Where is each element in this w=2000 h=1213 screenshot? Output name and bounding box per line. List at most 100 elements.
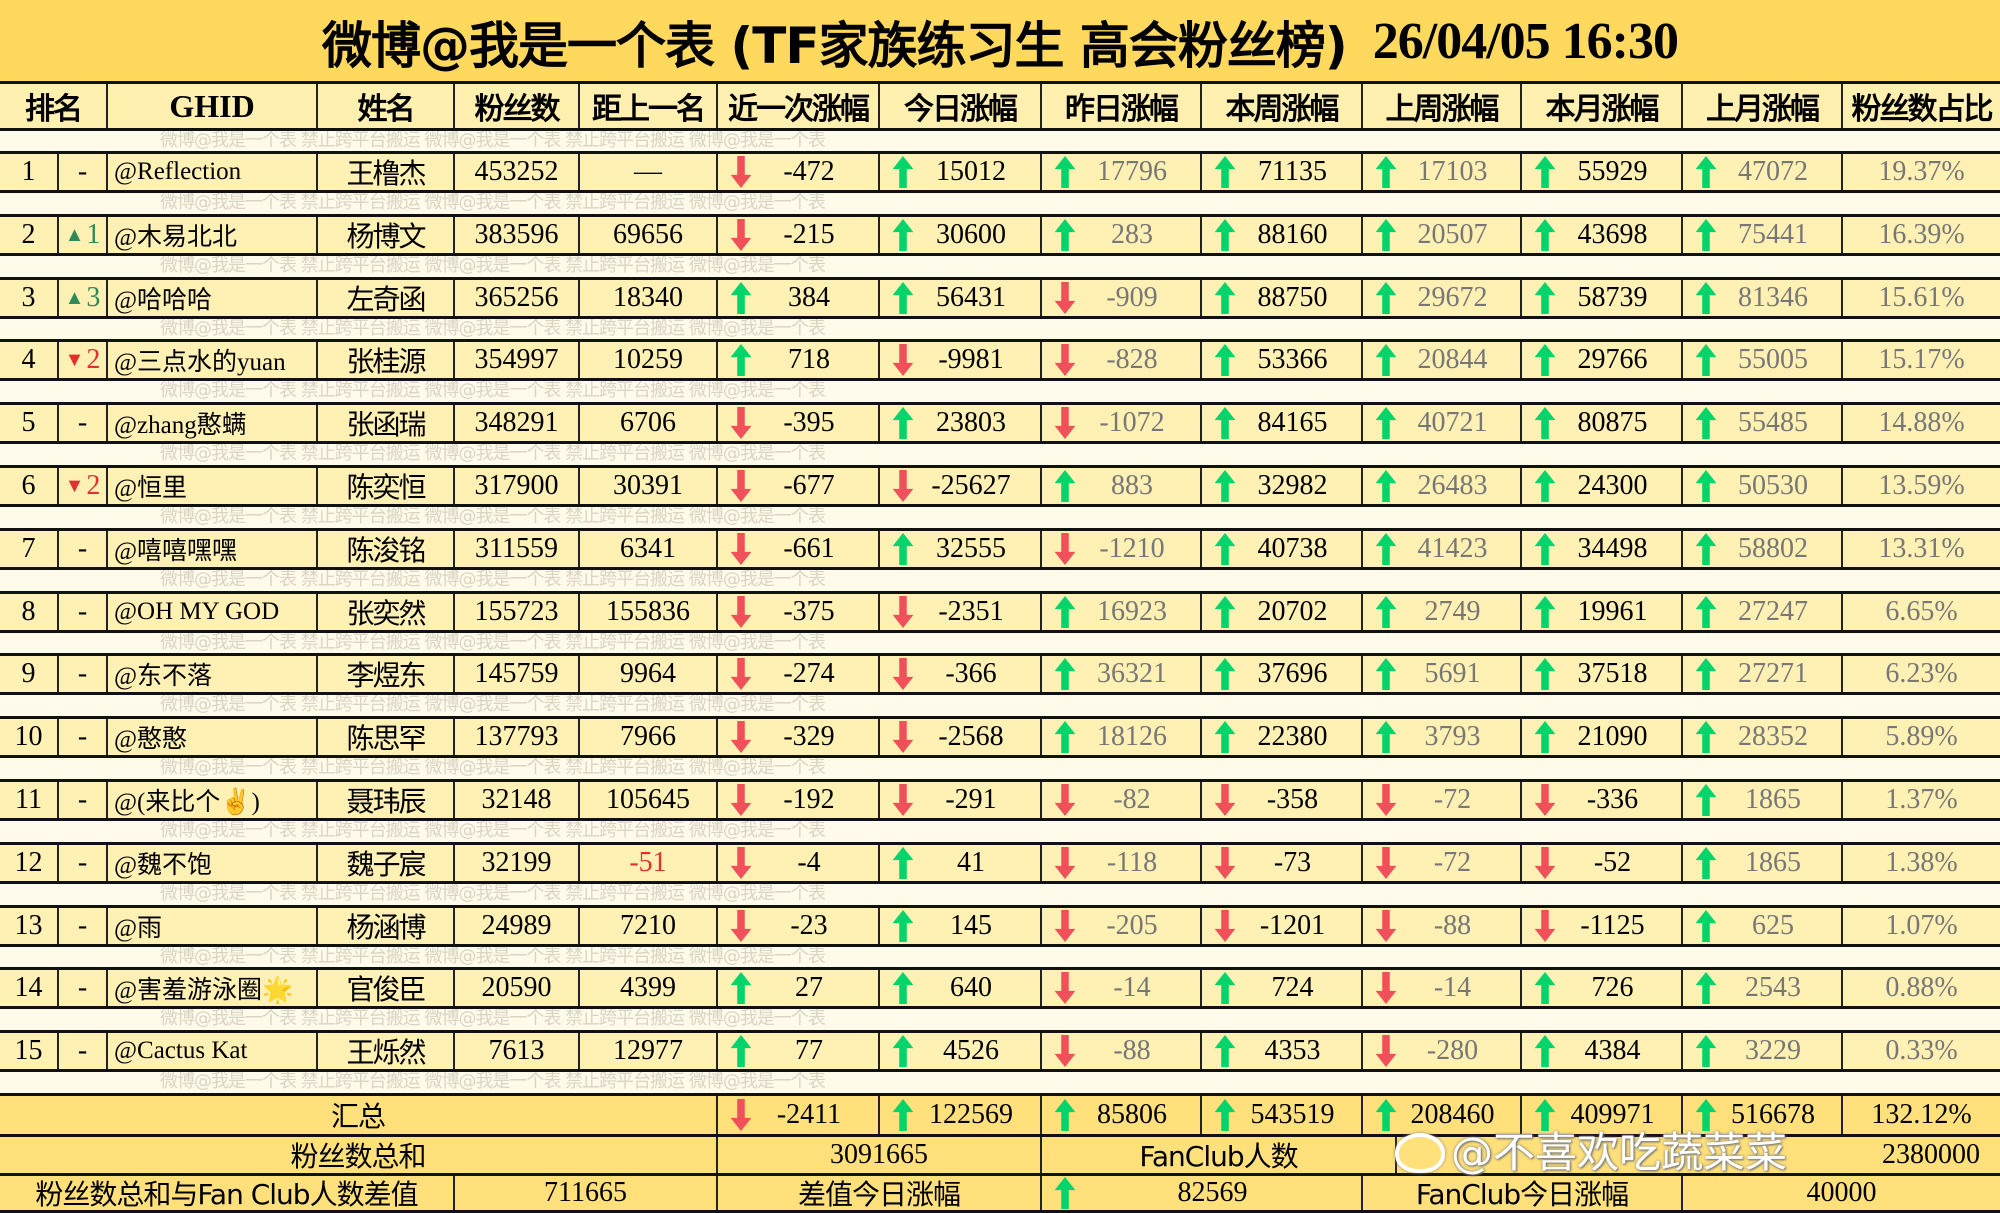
arrow-down-icon [892, 658, 914, 690]
arrow-up-icon [1534, 658, 1556, 690]
change-cell: 32982 [1200, 468, 1361, 504]
change-value: -2568 [938, 721, 1004, 752]
column-header[interactable]: 近一次涨幅 [716, 84, 878, 128]
change-value: -358 [1266, 784, 1319, 815]
change-value: 40721 [1417, 407, 1488, 438]
percent-cell: 15.17% [1841, 342, 2000, 378]
change-value: 1865 [1745, 847, 1801, 878]
arrow-down-icon [1534, 847, 1556, 879]
change-cell: 71135 [1200, 154, 1361, 190]
change-value: 2543 [1745, 972, 1801, 1003]
change-cell: 28352 [1681, 719, 1841, 755]
column-header[interactable]: 粉丝数占比 [1841, 84, 2000, 128]
fans-cell: 354997 [453, 342, 578, 378]
summary-change: 543519 [1200, 1096, 1361, 1134]
fans-cell: 137793 [453, 719, 578, 755]
summary-change: 409971 [1520, 1096, 1681, 1134]
summary-change-text: -2411 [776, 1099, 842, 1130]
column-header[interactable]: 排名 [25, 92, 83, 127]
change-cell: 40721 [1361, 405, 1520, 441]
table-row: 12 - @魏不饱 魏子宸 32199 -51 -4 41 -118 -73 -72 -52 1865 1… [0, 842, 2000, 884]
column-header[interactable]: 上周涨幅 [1361, 84, 1520, 128]
ghid-cell: @zhang憨螨 [106, 405, 316, 441]
arrow-up-icon [1695, 784, 1717, 816]
change-cell: -192 [716, 782, 878, 818]
change-cell: 15012 [878, 154, 1040, 190]
arrow-down-icon [1375, 910, 1397, 942]
column-header[interactable]: 距上一名 [578, 84, 716, 128]
change-value: 53366 [1257, 344, 1328, 375]
change-value: 20844 [1417, 344, 1488, 375]
rank-change-value: - [77, 156, 88, 187]
watermark-strip: 微博@我是一个表 禁止跨平台搬运 微博@我是一个表 禁止跨平台搬运 微博@我是一… [0, 758, 2000, 778]
title-text: 微博@我是一个表 (TF家族练习生 高会粉丝榜) [322, 16, 1348, 75]
diff-today-value: 82569 [1040, 1176, 1361, 1210]
fans-cell: 383596 [453, 217, 578, 253]
column-header[interactable]: 昨日涨幅 [1040, 84, 1200, 128]
change-cell: -118 [1040, 845, 1200, 881]
change-value: -72 [1433, 847, 1472, 878]
change-cell: 4384 [1520, 1033, 1681, 1069]
change-value: -395 [783, 407, 835, 438]
watermark-strip: 微博@我是一个表 禁止跨平台搬运 微博@我是一个表 禁止跨平台搬运 微博@我是一… [0, 884, 2000, 904]
arrow-up-icon [1534, 344, 1556, 376]
arrow-up-icon [1214, 658, 1236, 690]
arrow-up-icon [1534, 219, 1556, 251]
summary-row: 粉丝数总和 3091665 FanClub人数 2380000 [0, 1134, 2000, 1176]
change-value: 23803 [936, 407, 1006, 438]
column-header[interactable]: GHID [106, 84, 316, 128]
change-value: -25627 [931, 470, 1011, 501]
name-cell: 陈浚铭 [316, 531, 453, 567]
arrow-down-icon [730, 470, 752, 502]
change-value: 55929 [1577, 156, 1648, 187]
rank-change-value: - [77, 972, 88, 1003]
column-header[interactable]: 今日涨幅 [878, 84, 1040, 128]
change-value: -14 [1433, 972, 1472, 1003]
change-cell: -14 [1361, 970, 1520, 1006]
change-value: -73 [1273, 847, 1312, 878]
gap-cell: 105645 [578, 782, 716, 818]
change-cell: -73 [1200, 845, 1361, 881]
arrow-down-icon [1534, 910, 1556, 942]
arrow-up-icon [892, 533, 914, 565]
change-value: -1125 [1580, 910, 1645, 941]
column-header[interactable]: 粉丝数 [453, 84, 578, 128]
change-cell: 34498 [1520, 531, 1681, 567]
fans-cell: 311559 [453, 531, 578, 567]
name-cell: 左奇函 [316, 280, 453, 316]
column-header[interactable]: 本周涨幅 [1200, 84, 1361, 128]
change-cell: 27 [716, 970, 878, 1006]
column-header[interactable]: 本月涨幅 [1520, 84, 1681, 128]
rank-change-cell: - [57, 719, 106, 755]
watermark-strip: 微博@我是一个表 禁止跨平台搬运 微博@我是一个表 禁止跨平台搬运 微博@我是一… [0, 1009, 2000, 1029]
change-cell: 77 [716, 1033, 878, 1069]
fans-cell: 7613 [453, 1033, 578, 1069]
rank-change-value: - [77, 910, 88, 941]
rank-change-value: 2 [86, 344, 101, 375]
change-value: -88 [1113, 1035, 1151, 1066]
gap-cell: 30391 [578, 468, 716, 504]
fans-cell: 365256 [453, 280, 578, 316]
column-header[interactable]: 姓名 [316, 84, 453, 128]
rank-change-value: - [77, 784, 88, 815]
name-cell: 王烁然 [316, 1033, 453, 1069]
percent-cell: 19.37% [1841, 154, 2000, 190]
watermark-strip: 微博@我是一个表 禁止跨平台搬运 微博@我是一个表 禁止跨平台搬运 微博@我是一… [0, 507, 2000, 527]
change-value: -336 [1586, 784, 1639, 815]
change-cell: -88 [1040, 1033, 1200, 1069]
change-value: 17103 [1417, 156, 1488, 187]
arrow-up-icon [1695, 533, 1717, 565]
arrow-up-icon [892, 1099, 914, 1131]
change-value: 20507 [1417, 219, 1488, 250]
change-value: 88750 [1257, 282, 1328, 313]
rank-cell: 5 [21, 407, 36, 438]
arrow-up-icon [892, 847, 914, 879]
summary-change-text: 543519 [1250, 1099, 1335, 1130]
column-header[interactable]: 上月涨幅 [1681, 84, 1841, 128]
watermark-strip: 微博@我是一个表 禁止跨平台搬运 微博@我是一个表 禁止跨平台搬运 微博@我是一… [0, 319, 2000, 339]
triangle-down-icon: ▼ [64, 474, 85, 497]
change-value: 34498 [1577, 533, 1648, 564]
change-cell: 29672 [1361, 280, 1520, 316]
change-value: 4353 [1264, 1035, 1321, 1066]
change-cell: -366 [878, 656, 1040, 692]
